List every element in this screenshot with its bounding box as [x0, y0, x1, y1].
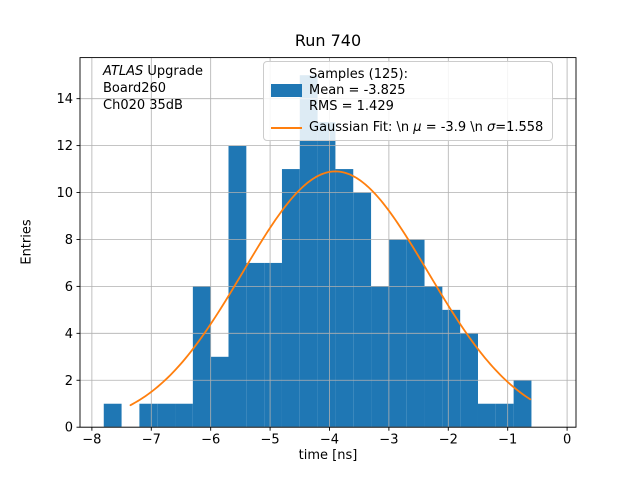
legend-samples-line-2: Mean = -3.825 — [309, 82, 406, 98]
annotation-brand: ATLAS — [103, 64, 144, 79]
svg-text:−5: −5 — [260, 433, 279, 448]
svg-text:−3: −3 — [379, 433, 398, 448]
legend-entry-samples: Samples (125): Mean = -3.825 RMS = 1.429 — [271, 67, 543, 115]
svg-text:−2: −2 — [439, 433, 458, 448]
legend: Samples (125): Mean = -3.825 RMS = 1.429… — [263, 61, 554, 142]
svg-text:0: 0 — [563, 433, 571, 448]
axes-box — [79, 57, 577, 428]
legend-samples-line-3: RMS = 1.429 — [309, 98, 394, 114]
svg-text:−4: −4 — [320, 433, 339, 448]
svg-text:−1: −1 — [498, 433, 517, 448]
annotation-brand-suffix: Upgrade — [143, 64, 203, 79]
annotation-line-3: Ch020 35dB — [103, 97, 183, 113]
annotation-block: ATLAS Upgrade Board260 Ch020 35dB — [103, 64, 203, 115]
svg-text:6: 6 — [65, 280, 73, 295]
annotation-line-2: Board260 — [103, 80, 167, 96]
legend-entry-fit: Gaussian Fit: \n μ = -3.9 \n σ=1.558 — [271, 120, 543, 136]
x-axis-label: time [ns] — [298, 448, 358, 463]
svg-text:4: 4 — [65, 327, 73, 342]
svg-text:0: 0 — [65, 421, 73, 436]
svg-text:8: 8 — [65, 233, 73, 248]
svg-text:−7: −7 — [142, 433, 161, 448]
svg-text:14: 14 — [56, 92, 73, 107]
fit-line-sample — [271, 126, 302, 129]
mu-symbol: μ — [413, 119, 422, 135]
svg-text:12: 12 — [56, 139, 73, 154]
legend-samples-line-1: Samples (125): — [309, 67, 408, 82]
chart-title: Run 740 — [294, 31, 362, 50]
svg-text:10: 10 — [56, 186, 73, 201]
annotation-line-1: ATLAS Upgrade — [103, 64, 203, 81]
svg-text:−8: −8 — [82, 433, 101, 448]
fit-curve — [129, 170, 532, 407]
x-ticks: −8 −7 −6 −5 −4 −3 −2 −1 0 — [82, 427, 571, 448]
sigma-symbol: σ — [486, 119, 496, 135]
svg-text:−6: −6 — [201, 433, 220, 448]
legend-fit-line: Gaussian Fit: \n μ = -3.9 \n σ=1.558 — [309, 119, 544, 135]
y-ticks: 0 2 4 6 8 10 12 14 — [56, 92, 80, 436]
samples-swatch — [271, 84, 302, 98]
svg-text:2: 2 — [65, 374, 73, 389]
y-axis-label: Entries — [19, 219, 35, 265]
